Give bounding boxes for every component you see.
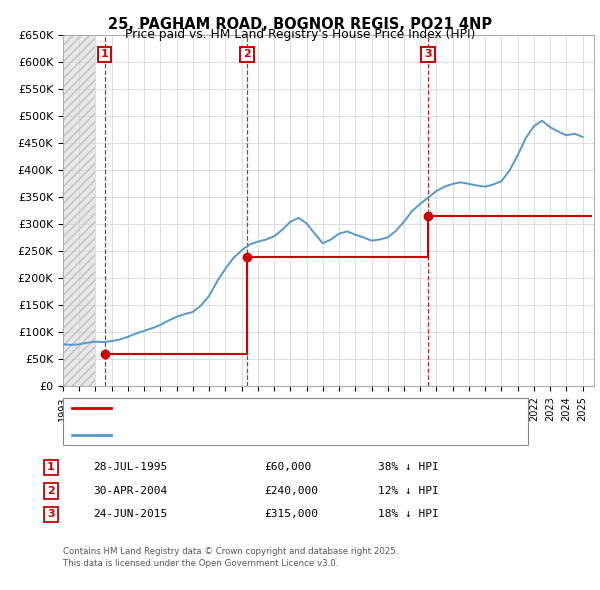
HPI: Average price, detached house, Arun: (2.02e+03, 4.62e+05): Average price, detached house, Arun: (2.… (579, 133, 586, 140)
Text: 3: 3 (424, 50, 432, 60)
Text: This data is licensed under the Open Government Licence v3.0.: This data is licensed under the Open Gov… (63, 559, 338, 568)
Text: Price paid vs. HM Land Registry's House Price Index (HPI): Price paid vs. HM Land Registry's House … (125, 28, 475, 41)
Text: HPI: Average price, detached house, Arun: HPI: Average price, detached house, Arun (116, 430, 344, 440)
Text: 2: 2 (243, 50, 251, 60)
Text: 38% ↓ HPI: 38% ↓ HPI (378, 463, 439, 472)
Text: 18% ↓ HPI: 18% ↓ HPI (378, 510, 439, 519)
25, PAGHAM ROAD, BOGNOR REGIS, PO21 4NP (detached house) (587, 213, 595, 220)
Text: 3: 3 (47, 510, 55, 519)
25, PAGHAM ROAD, BOGNOR REGIS, PO21 4NP (detached house) (244, 253, 251, 260)
25, PAGHAM ROAD, BOGNOR REGIS, PO21 4NP (detached house) (424, 253, 431, 260)
Text: 24-JUN-2015: 24-JUN-2015 (93, 510, 167, 519)
Text: 2: 2 (47, 486, 55, 496)
HPI: Average price, detached house, Arun: (1.99e+03, 7.7e+04): Average price, detached house, Arun: (1.… (68, 342, 75, 349)
Text: 12% ↓ HPI: 12% ↓ HPI (378, 486, 439, 496)
Text: £315,000: £315,000 (264, 510, 318, 519)
25, PAGHAM ROAD, BOGNOR REGIS, PO21 4NP (detached house) (424, 213, 431, 220)
HPI: Average price, detached house, Arun: (2.02e+03, 4.65e+05): Average price, detached house, Arun: (2.… (563, 132, 570, 139)
Text: 1: 1 (101, 50, 109, 60)
Line: HPI: Average price, detached house, Arun: HPI: Average price, detached house, Arun (63, 121, 583, 345)
HPI: Average price, detached house, Arun: (2.01e+03, 2.83e+05): Average price, detached house, Arun: (2.… (335, 230, 343, 237)
Text: 28-JUL-1995: 28-JUL-1995 (93, 463, 167, 472)
HPI: Average price, detached house, Arun: (2.02e+03, 4.92e+05): Average price, detached house, Arun: (2.… (538, 117, 545, 124)
Text: £60,000: £60,000 (264, 463, 311, 472)
HPI: Average price, detached house, Arun: (2.02e+03, 4.28e+05): Average price, detached house, Arun: (2.… (514, 152, 521, 159)
Line: 25, PAGHAM ROAD, BOGNOR REGIS, PO21 4NP (detached house): 25, PAGHAM ROAD, BOGNOR REGIS, PO21 4NP … (105, 217, 591, 354)
HPI: Average price, detached house, Arun: (2e+03, 1.38e+05): Average price, detached house, Arun: (2e… (190, 309, 197, 316)
Text: 25, PAGHAM ROAD, BOGNOR REGIS, PO21 4NP (detached house): 25, PAGHAM ROAD, BOGNOR REGIS, PO21 4NP … (116, 404, 472, 413)
25, PAGHAM ROAD, BOGNOR REGIS, PO21 4NP (detached house) (101, 350, 109, 358)
Bar (63, 35, 95, 386)
HPI: Average price, detached house, Arun: (2e+03, 2.18e+05): Average price, detached house, Arun: (2e… (222, 265, 229, 272)
Text: 30-APR-2004: 30-APR-2004 (93, 486, 167, 496)
HPI: Average price, detached house, Arun: (1.99e+03, 7.8e+04): Average price, detached house, Arun: (1.… (59, 341, 67, 348)
Text: Contains HM Land Registry data © Crown copyright and database right 2025.: Contains HM Land Registry data © Crown c… (63, 547, 398, 556)
Text: 1: 1 (47, 463, 55, 472)
Text: £240,000: £240,000 (264, 486, 318, 496)
Text: 25, PAGHAM ROAD, BOGNOR REGIS, PO21 4NP: 25, PAGHAM ROAD, BOGNOR REGIS, PO21 4NP (108, 17, 492, 31)
HPI: Average price, detached house, Arun: (2.01e+03, 3.05e+05): Average price, detached house, Arun: (2.… (287, 218, 294, 225)
Bar (63, 35, 95, 386)
25, PAGHAM ROAD, BOGNOR REGIS, PO21 4NP (detached house) (244, 350, 251, 358)
